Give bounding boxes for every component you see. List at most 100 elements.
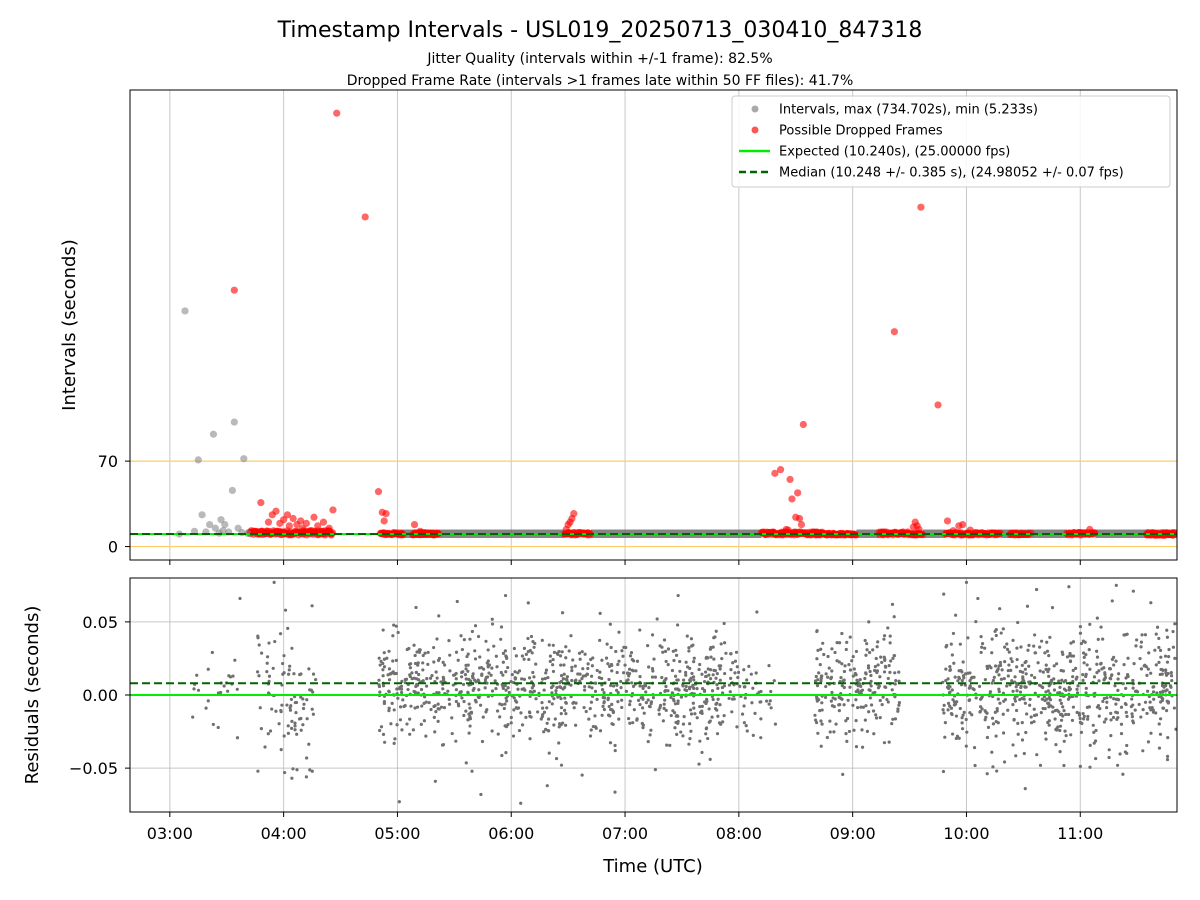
residual-point xyxy=(1035,753,1039,757)
residual-point xyxy=(501,651,506,655)
residual-point xyxy=(493,679,497,683)
residual-point xyxy=(714,629,718,633)
residual-point xyxy=(428,676,433,680)
residual-point xyxy=(867,650,872,655)
residual-point xyxy=(495,709,500,713)
residual-point xyxy=(617,630,621,634)
residual-point xyxy=(408,673,412,677)
residual-point xyxy=(655,617,659,621)
residual-point xyxy=(946,686,951,690)
residual-point xyxy=(602,691,606,695)
figure-title: Timestamp Intervals - USL019_20250713_03… xyxy=(277,18,923,43)
residual-point xyxy=(991,765,995,769)
residual-point xyxy=(1084,652,1088,657)
residual-point xyxy=(986,725,991,729)
residual-point xyxy=(620,705,624,710)
residual-point xyxy=(500,753,504,758)
residual-point xyxy=(1140,633,1144,637)
residual-point xyxy=(1002,699,1006,703)
residual-point xyxy=(949,642,953,646)
residual-point xyxy=(721,720,725,724)
residual-point xyxy=(661,650,665,654)
residual-point xyxy=(1064,688,1068,693)
residual-point xyxy=(742,704,746,708)
residual-point xyxy=(826,654,830,659)
residual-point xyxy=(1068,651,1072,656)
residual-point xyxy=(628,699,632,703)
residual-point xyxy=(1084,686,1088,690)
residual-point xyxy=(751,733,755,737)
residual-point xyxy=(283,608,288,612)
residual-point xyxy=(578,679,582,683)
residual-point xyxy=(1151,690,1156,694)
residual-point xyxy=(709,677,713,681)
residual-point xyxy=(1038,645,1042,649)
residual-point xyxy=(1058,750,1062,754)
residual-point xyxy=(436,719,440,723)
residual-point xyxy=(1026,648,1030,652)
residual-point xyxy=(733,659,738,663)
intervals-y-axis-label: Intervals (seconds) xyxy=(59,239,80,411)
residual-point xyxy=(825,735,829,740)
residual-point xyxy=(828,730,832,734)
residual-point xyxy=(616,691,620,695)
residual-point xyxy=(733,671,737,675)
residual-point xyxy=(891,656,895,660)
residual-point xyxy=(544,727,548,731)
residual-point xyxy=(454,739,458,743)
residual-point xyxy=(657,712,661,716)
residual-point xyxy=(1087,705,1091,709)
residual-point xyxy=(988,690,993,694)
residual-point xyxy=(415,683,420,687)
residual-point xyxy=(632,708,636,712)
residual-point xyxy=(293,700,297,705)
residual-point xyxy=(957,669,961,673)
residual-point xyxy=(466,669,470,673)
residual-point xyxy=(1039,711,1043,715)
dropped-frame-point xyxy=(797,520,806,529)
residual-point xyxy=(1003,660,1007,664)
residual-point xyxy=(216,725,220,730)
residual-point xyxy=(995,707,999,711)
residual-point xyxy=(838,703,842,707)
residual-point xyxy=(408,666,413,670)
residual-point xyxy=(863,638,867,643)
residual-point xyxy=(1064,734,1068,738)
residual-point xyxy=(235,687,239,691)
dropped-frame-point xyxy=(771,469,779,477)
residual-point xyxy=(490,689,495,693)
residual-point xyxy=(534,697,538,701)
residual-point xyxy=(450,731,454,736)
residual-point xyxy=(856,706,860,710)
residual-point xyxy=(663,649,668,653)
residual-point xyxy=(1107,666,1112,671)
residual-point xyxy=(265,670,269,674)
residual-point xyxy=(414,605,418,610)
residual-point xyxy=(998,660,1003,665)
residual-point xyxy=(1103,671,1107,675)
residual-point xyxy=(941,708,945,712)
residual-point xyxy=(1092,675,1097,679)
residual-point xyxy=(286,731,290,736)
residual-point xyxy=(400,679,404,683)
residual-point xyxy=(833,697,837,701)
residual-point xyxy=(851,674,855,678)
residuals-data xyxy=(130,580,1177,805)
residual-point xyxy=(522,687,526,691)
residual-point xyxy=(616,662,620,667)
residual-point xyxy=(1124,686,1128,690)
residual-point xyxy=(974,696,978,700)
residual-point xyxy=(281,661,285,666)
residuals-y-axis-label: Residuals (seconds) xyxy=(22,606,43,785)
residual-point xyxy=(1157,636,1161,641)
dropped-frame-point xyxy=(283,511,292,519)
residual-point xyxy=(1109,711,1113,715)
residual-point xyxy=(1078,764,1082,768)
residual-point xyxy=(1159,717,1163,721)
residual-point xyxy=(662,706,666,710)
residual-point xyxy=(1109,695,1113,699)
residual-point xyxy=(813,718,818,722)
residuals-x-tick-label: 07:00 xyxy=(602,824,648,843)
residual-point xyxy=(647,704,652,708)
